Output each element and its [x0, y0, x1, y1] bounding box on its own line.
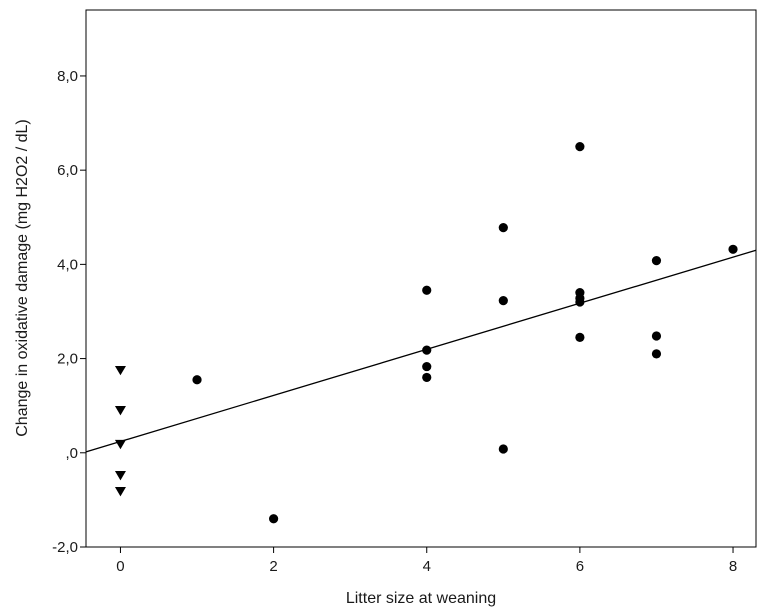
- data-point-circle: [575, 297, 585, 307]
- data-point-circle: [651, 256, 662, 266]
- data-point-circle: [651, 331, 662, 341]
- data-point-circle: [498, 296, 508, 306]
- data-point-circle: [422, 361, 432, 372]
- x-axis: 0 2 4 6 8: [116, 547, 737, 575]
- data-point-circle: [575, 142, 585, 152]
- y-axis: -2,0 ,0 2,0 4,0 6,0 8,0: [52, 68, 86, 556]
- data-point-circle: [422, 345, 432, 355]
- data-point-triangle: [114, 471, 126, 481]
- y-tick-label: 8,0: [57, 68, 78, 85]
- regression-line: [85, 249, 757, 453]
- data-point-circle: [269, 514, 279, 524]
- y-axis-title: Change in oxidative damage (mg H2O2 / dL…: [14, 119, 31, 437]
- data-point-circle: [422, 285, 432, 295]
- data-point-circle: [498, 444, 508, 454]
- data-point-circle: [651, 349, 662, 359]
- x-tick-label: 4: [423, 558, 431, 575]
- points-layer: [114, 142, 738, 524]
- data-point-triangle: [114, 487, 126, 497]
- y-tick-label: -2,0: [52, 539, 78, 556]
- x-axis-title: Litter size at weaning: [346, 590, 496, 607]
- data-point-circle: [575, 332, 585, 342]
- data-point-triangle: [114, 405, 126, 416]
- y-tick-label: 6,0: [57, 162, 78, 179]
- x-tick-label: 8: [729, 558, 737, 575]
- y-tick-label: 4,0: [57, 256, 78, 273]
- x-tick-label: 6: [576, 558, 584, 575]
- y-tick-label: 2,0: [57, 351, 78, 368]
- data-point-circle: [192, 375, 202, 385]
- y-tick-label: ,0: [65, 445, 78, 462]
- plot-frame: [85, 9, 757, 548]
- data-point-triangle: [114, 439, 126, 450]
- data-point-circle: [498, 223, 508, 233]
- x-tick-label: 0: [116, 558, 124, 575]
- data-point-circle: [728, 244, 738, 254]
- data-point-triangle: [114, 365, 126, 376]
- x-tick-label: 2: [269, 558, 277, 575]
- data-point-circle: [422, 372, 432, 383]
- fit-line-layer: [85, 249, 757, 453]
